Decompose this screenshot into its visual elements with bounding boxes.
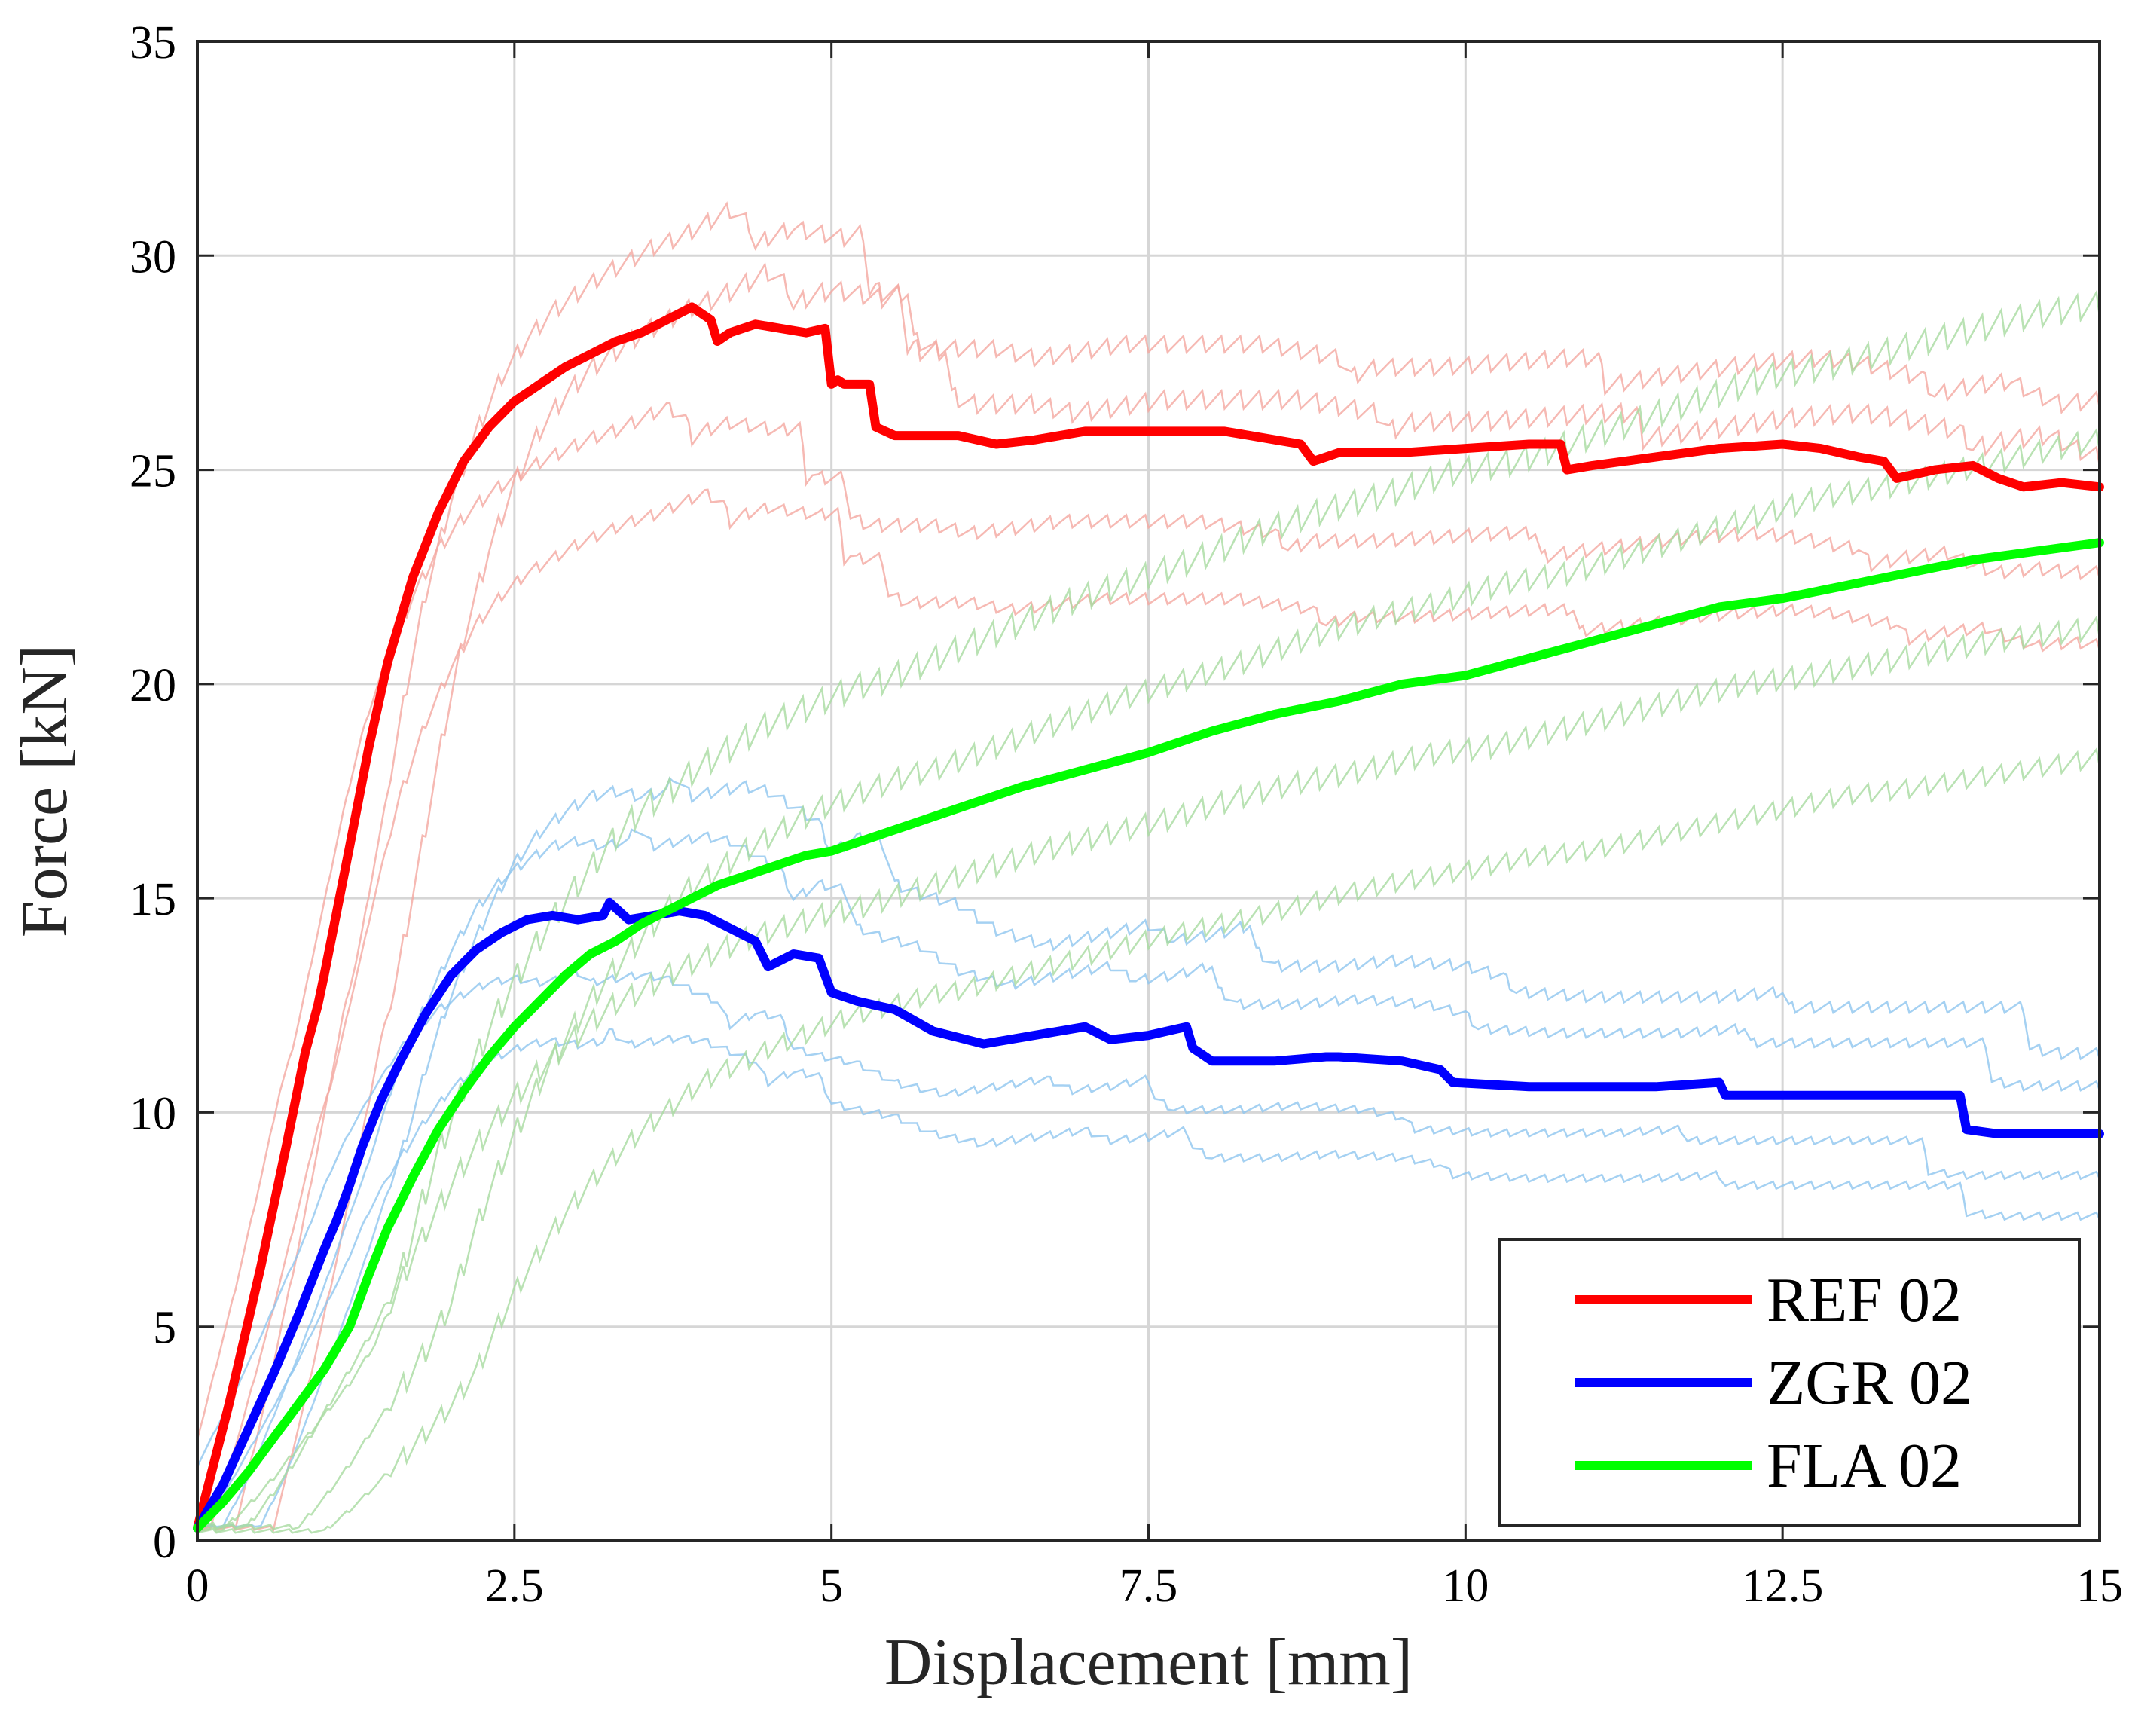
replicate-curve xyxy=(196,1027,2101,1533)
replicate-curve xyxy=(197,289,2101,1530)
series-line-fla-02 xyxy=(193,538,2104,1533)
grid xyxy=(197,41,2100,1541)
replicate-curve xyxy=(197,747,2101,1534)
x-tick-labels: 0 2.5 5 7.5 10 12.5 15 xyxy=(186,1560,2124,1612)
legend-label-fla-02: FLA 02 xyxy=(1767,1431,1962,1501)
y-tick-label: 0 xyxy=(153,1517,176,1568)
faint-replicate-curves xyxy=(196,201,2101,1534)
x-tick-label: 12.5 xyxy=(1742,1560,1824,1612)
x-tick-label: 5 xyxy=(820,1560,843,1612)
x-tick-label: 10 xyxy=(1442,1560,1489,1612)
x-tick-label: 15 xyxy=(2076,1560,2123,1612)
y-axis-label: Force [kN] xyxy=(8,645,81,938)
series-lines xyxy=(193,302,2104,1533)
y-tick-label: 10 xyxy=(130,1088,176,1139)
legend: REF 02 ZGR 02 FLA 02 xyxy=(1498,1238,2081,1527)
series-line-zgr-02 xyxy=(193,897,2104,1533)
replicate-curve xyxy=(197,261,2101,1532)
x-axis-label: Displacement [mm] xyxy=(884,1626,1413,1699)
replicate-curve xyxy=(197,828,2101,1529)
y-tick-label: 5 xyxy=(153,1303,176,1354)
y-tick-label: 30 xyxy=(130,231,176,283)
x-tick-label: 7.5 xyxy=(1119,1560,1178,1612)
replicate-curve xyxy=(197,427,2101,1530)
replicate-curve xyxy=(197,201,2101,1531)
replicate-curve xyxy=(197,615,2101,1533)
x-tick-label: 0 xyxy=(186,1560,209,1612)
x-tick-label: 2.5 xyxy=(485,1560,544,1612)
axis-ticks xyxy=(196,40,2101,1542)
series-line-ref-02 xyxy=(193,302,2104,1533)
replicate-curve xyxy=(197,488,2101,1533)
legend-label-ref-02: REF 02 xyxy=(1767,1265,1962,1335)
replicate-curve xyxy=(197,776,2101,1528)
y-tick-label: 35 xyxy=(130,17,176,69)
y-tick-label: 15 xyxy=(130,874,176,925)
y-tick-label: 20 xyxy=(130,660,176,711)
legend-label-zgr-02: ZGR 02 xyxy=(1767,1348,1972,1418)
y-tick-labels: 0 5 10 15 20 25 30 35 xyxy=(130,17,176,1568)
replicate-curve xyxy=(196,402,2101,1440)
y-tick-label: 25 xyxy=(130,446,176,497)
